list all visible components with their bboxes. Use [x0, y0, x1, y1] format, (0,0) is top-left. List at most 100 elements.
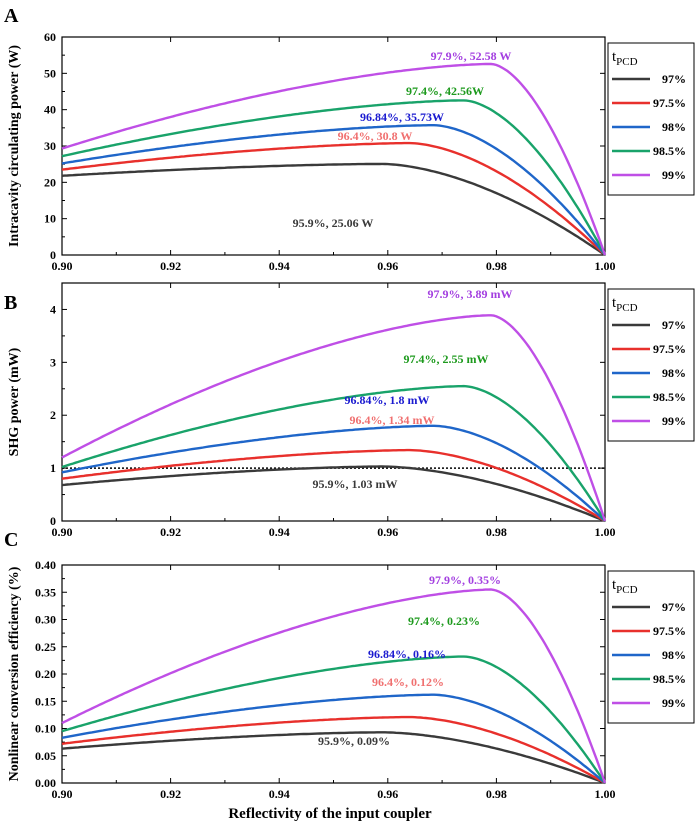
x-tick-label: 1.00	[595, 787, 616, 801]
legend-entry-label: 97%	[662, 318, 686, 332]
x-tick-label: 0.94	[269, 525, 290, 539]
legend-entry-label: 98.5%	[653, 390, 686, 404]
peak-label: 97.4%, 2.55 mW	[404, 352, 489, 366]
legend-entry-label: 97.5%	[653, 624, 686, 638]
x-tick-label: 0.92	[160, 525, 181, 539]
y-tick-label: 0.30	[35, 613, 56, 627]
peak-label: 97.9%, 0.35%	[429, 573, 501, 587]
legend-entry-label: 97%	[662, 72, 686, 86]
series-line-98pct	[61, 693, 606, 784]
peak-label: 96.4%, 0.12%	[372, 675, 444, 689]
y-tick-label: 2	[50, 408, 56, 422]
legend-entry-label: 97.5%	[653, 342, 686, 356]
y-tick-label: 40	[44, 103, 56, 117]
y-tick-label: 0.15	[35, 694, 56, 708]
peak-label: 96.84%, 0.16%	[368, 647, 446, 661]
x-tick-label: 0.96	[377, 787, 398, 801]
series-line-98pct	[61, 424, 606, 522]
legend-entry-label: 99%	[662, 696, 686, 710]
y-tick-label: 60	[44, 30, 56, 44]
series-line-97.5pct	[61, 448, 606, 523]
x-tick-label: 0.96	[377, 259, 398, 273]
series-line-99pct	[61, 314, 607, 522]
series-line-97.5pct	[61, 141, 606, 256]
legend-entry-label: 98%	[662, 648, 686, 662]
y-tick-label: 1	[50, 461, 56, 475]
legend-box	[607, 288, 695, 442]
series-line-97.5pct	[61, 715, 606, 785]
x-tick-label: 0.96	[377, 525, 398, 539]
series-line-97pct	[61, 162, 606, 256]
series-line-97pct	[61, 465, 606, 523]
x-tick-label: 0.90	[52, 259, 73, 273]
legend-entry-label: 98%	[662, 366, 686, 380]
y-tick-label: 0.10	[35, 722, 56, 736]
peak-label: 95.9%, 0.09%	[318, 734, 390, 748]
plot-frame	[61, 564, 606, 784]
y-tick-label: 0.40	[35, 558, 56, 572]
y-tick-label: 0	[50, 248, 56, 262]
panel-a: A 0 10 20 30 40 50 60 0.90 0.92 0.94 0.96 0.98 1.00 In…	[4, 5, 695, 273]
x-tick-label: 0.98	[486, 259, 507, 273]
legend-box	[607, 570, 695, 724]
series-line-98pct	[61, 123, 606, 256]
x-tick-label: 1.00	[595, 259, 616, 273]
x-tick-label: 0.94	[269, 259, 290, 273]
legend-title: tPCD	[612, 577, 638, 596]
y-tick-label: 0.20	[35, 667, 56, 681]
panel-b: B 0 1 2 3 4 0.90 0.92 0.94 0.96 0.98 1.00 SHG power …	[4, 282, 695, 539]
legend-title: tPCD	[612, 49, 638, 68]
series-line-98.5pct	[61, 384, 607, 522]
peak-label: 95.9%, 1.03 mW	[313, 477, 398, 491]
legend-entry-label: 99%	[662, 168, 686, 182]
peak-label: 96.84%, 35.73W	[360, 110, 444, 124]
legend-box	[607, 42, 695, 196]
y-tick-label: 10	[44, 212, 56, 226]
legend-entry-label: 98.5%	[653, 672, 686, 686]
legend-entry-label: 98.5%	[653, 144, 686, 158]
y-tick-label: 30	[44, 139, 56, 153]
y-tick-label: 0.05	[35, 749, 56, 763]
peak-label: 96.4%, 30.8 W	[338, 129, 413, 143]
series-line-98.5pct	[61, 655, 607, 784]
series-line-99pct	[61, 62, 607, 256]
y-tick-label: 4	[50, 302, 56, 316]
y-axis-label: SHG power (mW)	[7, 347, 22, 456]
legend-title: tPCD	[612, 295, 638, 314]
peak-label: 97.4%, 42.56W	[406, 84, 484, 98]
series-line-99pct	[61, 588, 607, 784]
peak-label: 96.4%, 1.34 mW	[350, 413, 435, 427]
peak-label: 97.9%, 52.58 W	[431, 49, 512, 63]
series-line-97pct	[61, 731, 606, 785]
peak-label: 95.9%, 25.06 W	[293, 216, 374, 230]
legend-entry-label: 99%	[662, 414, 686, 428]
panel-c: C 0.00 0.05 0.10 0.15 0.20 0.25 0.30 0.35 0.40 0.9…	[4, 529, 695, 801]
peak-label: 97.9%, 3.89 mW	[428, 287, 513, 301]
peak-label: 96.84%, 1.8 mW	[345, 393, 430, 407]
x-tick-label: 0.92	[160, 259, 181, 273]
y-axis-label: Nonlinear conversion efficiency (%)	[7, 566, 22, 781]
legend-entry-label: 98%	[662, 120, 686, 134]
y-tick-label: 50	[44, 66, 56, 80]
x-tick-label: 0.94	[269, 787, 290, 801]
y-axis-label: Intracavity circulating power (W)	[7, 45, 22, 247]
legend-entry-label: 97%	[662, 600, 686, 614]
panel-letter: A	[4, 5, 19, 27]
x-tick-label: 0.98	[486, 787, 507, 801]
y-tick-label: 0	[50, 514, 56, 528]
x-tick-label: 0.90	[52, 525, 73, 539]
y-tick-label: 0.35	[35, 585, 56, 599]
y-tick-label: 0.00	[35, 776, 56, 790]
x-tick-label: 0.90	[52, 787, 73, 801]
x-tick-label: 0.92	[160, 787, 181, 801]
y-tick-label: 20	[44, 175, 56, 189]
panel-letter: C	[4, 529, 18, 551]
y-tick-label: 3	[50, 355, 56, 369]
y-tick-label: 0.25	[35, 640, 56, 654]
peak-label: 97.4%, 0.23%	[408, 614, 480, 628]
legend-entry-label: 97.5%	[653, 96, 686, 110]
x-tick-label: 0.98	[486, 525, 507, 539]
panel-letter: B	[4, 292, 17, 314]
x-tick-label: 1.00	[595, 525, 616, 539]
